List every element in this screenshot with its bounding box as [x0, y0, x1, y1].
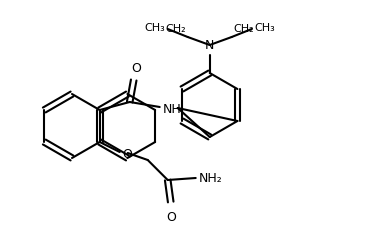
Text: CH₂: CH₂	[165, 24, 186, 34]
Text: N: N	[205, 39, 214, 52]
Text: NH: NH	[163, 102, 181, 115]
Text: CH₃: CH₃	[144, 23, 165, 33]
Text: NH₂: NH₂	[199, 172, 223, 185]
Text: O: O	[131, 62, 141, 75]
Text: CH₃: CH₃	[255, 23, 275, 33]
Text: O: O	[166, 210, 176, 223]
Text: O: O	[123, 147, 133, 160]
Text: CH₂: CH₂	[234, 24, 254, 34]
